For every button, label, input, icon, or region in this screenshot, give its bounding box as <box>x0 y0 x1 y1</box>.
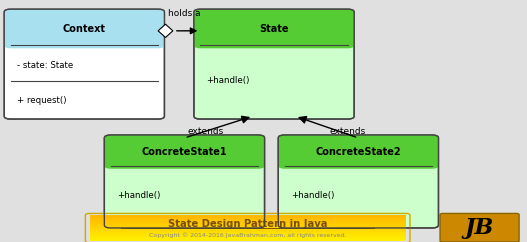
FancyBboxPatch shape <box>278 135 438 169</box>
Bar <box>90 223 406 224</box>
Text: State Design Pattern in Java: State Design Pattern in Java <box>168 219 327 229</box>
Bar <box>90 240 406 241</box>
Bar <box>90 222 406 223</box>
Bar <box>90 236 406 237</box>
Bar <box>12 42 157 47</box>
Bar <box>90 238 406 240</box>
Bar <box>90 219 406 220</box>
Bar <box>90 229 406 231</box>
Bar <box>90 232 406 233</box>
Bar <box>90 228 406 229</box>
Text: +handle(): +handle() <box>291 191 334 200</box>
Text: +handle(): +handle() <box>207 76 250 85</box>
Bar <box>90 224 406 226</box>
Text: extends: extends <box>330 127 366 136</box>
Text: ConcreteState1: ConcreteState1 <box>142 147 227 157</box>
Bar <box>286 162 431 167</box>
Bar <box>90 226 406 227</box>
Bar <box>90 220 406 222</box>
Bar <box>90 217 406 218</box>
FancyBboxPatch shape <box>104 135 265 228</box>
Bar <box>112 162 257 167</box>
FancyBboxPatch shape <box>194 9 354 119</box>
Text: + request(): + request() <box>17 96 66 105</box>
Bar <box>90 215 406 217</box>
FancyBboxPatch shape <box>4 9 164 48</box>
Text: holds a: holds a <box>168 8 201 17</box>
Bar <box>202 42 346 47</box>
Polygon shape <box>158 24 173 38</box>
Bar <box>90 227 406 228</box>
FancyBboxPatch shape <box>278 135 438 228</box>
Bar <box>90 231 406 232</box>
Text: extends: extends <box>188 127 223 136</box>
Bar <box>90 233 406 234</box>
Text: ConcreteState2: ConcreteState2 <box>316 147 401 157</box>
Text: State: State <box>259 24 289 34</box>
Bar <box>90 237 406 238</box>
FancyBboxPatch shape <box>104 135 265 169</box>
FancyBboxPatch shape <box>194 9 354 48</box>
Text: +handle(): +handle() <box>117 191 160 200</box>
Bar <box>90 234 406 236</box>
Text: JB: JB <box>465 217 494 239</box>
Text: - state: State: - state: State <box>17 61 73 70</box>
Text: Context: Context <box>63 24 106 34</box>
Text: Copyright © 2014-2016 JavaBrahman.com, all rights reserved.: Copyright © 2014-2016 JavaBrahman.com, a… <box>149 232 347 238</box>
FancyBboxPatch shape <box>440 213 519 242</box>
Bar <box>90 218 406 219</box>
FancyBboxPatch shape <box>4 9 164 119</box>
